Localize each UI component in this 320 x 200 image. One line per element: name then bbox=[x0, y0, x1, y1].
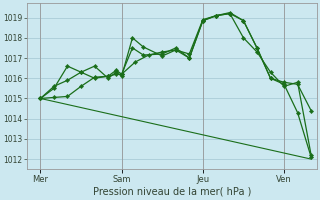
X-axis label: Pression niveau de la mer( hPa ): Pression niveau de la mer( hPa ) bbox=[92, 187, 251, 197]
